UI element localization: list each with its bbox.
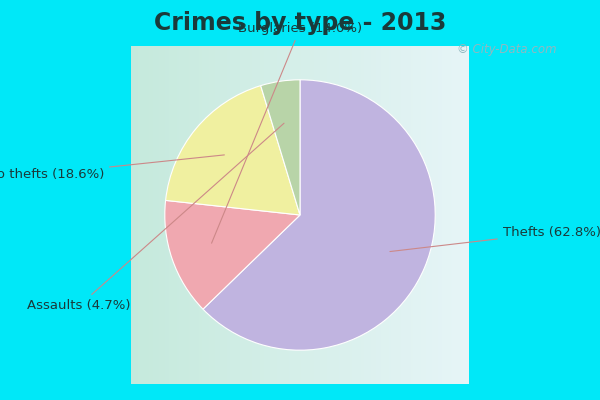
Text: Crimes by type - 2013: Crimes by type - 2013 [154, 11, 446, 35]
Wedge shape [260, 80, 300, 215]
Text: Assaults (4.7%): Assaults (4.7%) [28, 123, 284, 312]
Wedge shape [203, 80, 435, 350]
Text: Auto thefts (18.6%): Auto thefts (18.6%) [0, 155, 224, 181]
Text: © City-Data.com: © City-Data.com [457, 43, 557, 56]
Text: Burglaries (14.0%): Burglaries (14.0%) [212, 22, 362, 243]
Wedge shape [165, 200, 300, 309]
Text: Thefts (62.8%): Thefts (62.8%) [390, 226, 600, 252]
Wedge shape [166, 86, 300, 215]
